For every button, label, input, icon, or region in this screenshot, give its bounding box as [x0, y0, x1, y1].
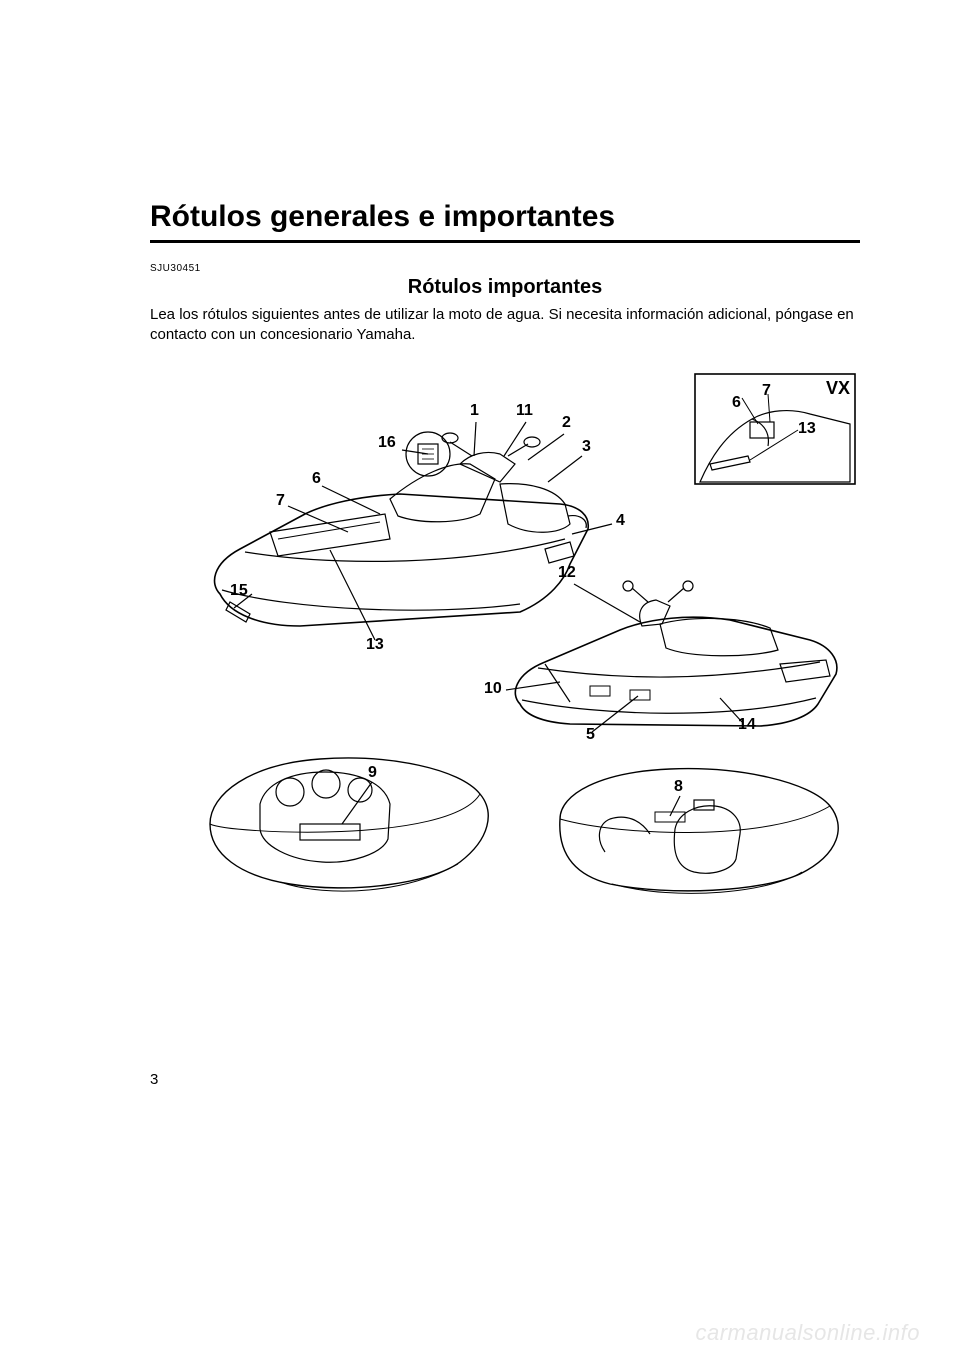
section-title: Rótulos generales e importantes [150, 200, 860, 240]
inset-label-7: 7 [762, 382, 771, 400]
inset-label-13: 13 [798, 420, 816, 438]
diagram-label-16: 16 [378, 434, 396, 452]
diagram-label-5: 5 [586, 726, 595, 744]
page-number: 3 [150, 1071, 158, 1088]
diagram-label-4: 4 [616, 512, 625, 530]
diagram-label-10: 10 [484, 680, 502, 698]
diagram-label-12: 12 [558, 564, 576, 582]
diagram-label-14: 14 [738, 716, 756, 734]
diagram-label-11: 11 [516, 402, 533, 420]
diagram-label-6: 6 [312, 470, 321, 488]
inset-label-6: 6 [732, 394, 741, 412]
watermark: carmanualsonline.info [695, 1320, 920, 1346]
diagram-label-9: 9 [368, 764, 377, 782]
diagram-label-7: 7 [276, 492, 285, 510]
diagram-svg [150, 364, 860, 924]
diagram-label-13: 13 [366, 636, 384, 654]
label-diagram: 1 11 2 3 4 16 6 7 15 13 12 10 5 14 9 8 V… [150, 364, 860, 924]
body-text: Lea los rótulos siguientes antes de util… [150, 305, 860, 346]
diagram-label-15: 15 [230, 582, 248, 600]
inset-label-vx: VX [826, 378, 850, 399]
doc-code: SJU30451 [150, 263, 860, 274]
diagram-label-3: 3 [582, 438, 591, 456]
diagram-label-2: 2 [562, 414, 571, 432]
diagram-label-1: 1 [470, 402, 479, 420]
sub-title: Rótulos importantes [150, 276, 860, 299]
diagram-label-8: 8 [674, 778, 683, 796]
